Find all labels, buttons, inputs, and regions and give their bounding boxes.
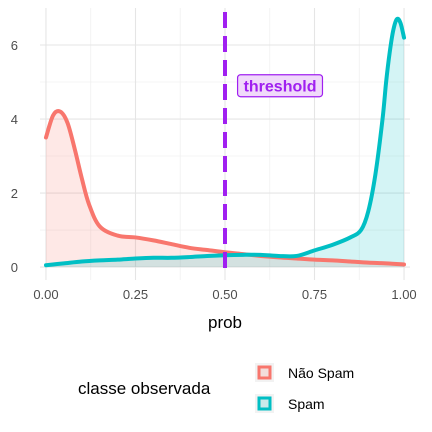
- y-tick-label: 0: [11, 260, 18, 275]
- legend-label: Spam: [288, 396, 325, 412]
- y-tick-label: 6: [11, 38, 18, 53]
- y-tick-label: 4: [11, 112, 18, 127]
- legend-title: classe observada: [78, 379, 211, 398]
- x-tick-label: 0.50: [212, 287, 237, 302]
- y-tick-label: 2: [11, 186, 18, 201]
- threshold-label: threshold: [238, 75, 323, 97]
- legend-label: Não Spam: [288, 365, 354, 381]
- x-tick-label: 0.25: [123, 287, 148, 302]
- legend-key: [259, 367, 270, 378]
- threshold-label-text: threshold: [244, 79, 317, 96]
- x-tick-label: 0.75: [302, 287, 327, 302]
- legend-key: [259, 398, 270, 409]
- x-tick-label: 1.00: [391, 287, 416, 302]
- x-axis-title: prob: [208, 313, 242, 332]
- x-tick-label: 0.00: [33, 287, 58, 302]
